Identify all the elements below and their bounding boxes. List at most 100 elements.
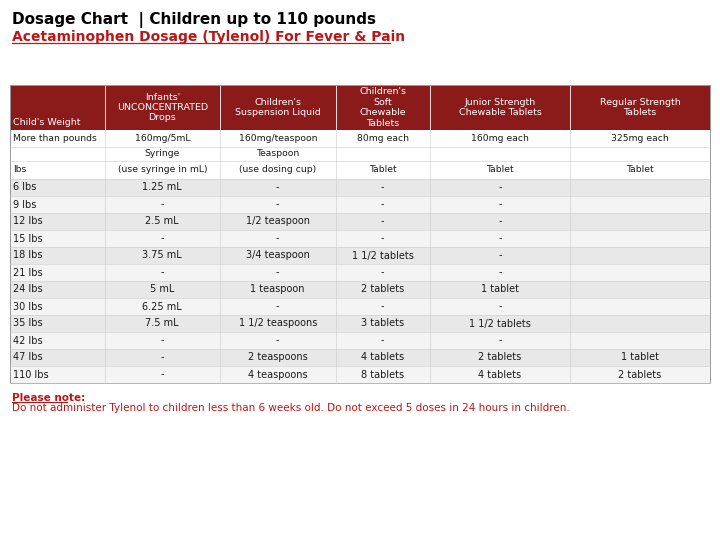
Text: -: - <box>381 199 384 210</box>
Text: 2 teaspoons: 2 teaspoons <box>248 353 307 362</box>
Text: -: - <box>161 267 164 278</box>
Text: -: - <box>381 233 384 244</box>
Bar <box>10 196 710 213</box>
Text: 5 mL: 5 mL <box>150 285 174 294</box>
Text: 110 lbs: 110 lbs <box>13 369 49 380</box>
Text: -: - <box>161 353 164 362</box>
Bar <box>10 161 710 179</box>
Text: 160mg/teaspoon: 160mg/teaspoon <box>238 134 317 143</box>
Text: 1 1/2 teaspoons: 1 1/2 teaspoons <box>238 319 317 328</box>
Text: -: - <box>381 183 384 192</box>
Bar <box>10 130 710 147</box>
Text: 3.75 mL: 3.75 mL <box>143 251 182 260</box>
Text: Junior Strength
Chewable Tablets: Junior Strength Chewable Tablets <box>459 98 541 117</box>
Text: 7.5 mL: 7.5 mL <box>145 319 179 328</box>
Text: 9 lbs: 9 lbs <box>13 199 37 210</box>
Text: 47 lbs: 47 lbs <box>13 353 42 362</box>
Text: -: - <box>381 217 384 226</box>
Bar <box>10 315 710 332</box>
Text: -: - <box>498 301 502 312</box>
Bar <box>10 247 710 264</box>
Text: 1 tablet: 1 tablet <box>481 285 519 294</box>
Text: 4 teaspoons: 4 teaspoons <box>248 369 307 380</box>
Text: 15 lbs: 15 lbs <box>13 233 42 244</box>
Text: 80mg each: 80mg each <box>356 134 409 143</box>
Text: -: - <box>276 267 279 278</box>
Bar <box>10 281 710 298</box>
Text: -: - <box>381 335 384 346</box>
Text: Dosage Chart  | Children up to 110 pounds: Dosage Chart | Children up to 110 pounds <box>12 12 376 28</box>
Text: -: - <box>498 233 502 244</box>
Text: -: - <box>161 199 164 210</box>
Text: 35 lbs: 35 lbs <box>13 319 42 328</box>
Text: 12 lbs: 12 lbs <box>13 217 42 226</box>
Text: 1 tablet: 1 tablet <box>621 353 659 362</box>
Text: 3 tablets: 3 tablets <box>361 319 405 328</box>
Text: 2 tablets: 2 tablets <box>361 285 405 294</box>
Bar <box>10 179 710 196</box>
Text: Infants'
UNCONCENTRATED
Drops: Infants' UNCONCENTRATED Drops <box>117 92 208 123</box>
Text: 2 tablets: 2 tablets <box>478 353 521 362</box>
Text: 6 lbs: 6 lbs <box>13 183 37 192</box>
Text: 1.25 mL: 1.25 mL <box>143 183 182 192</box>
Text: -: - <box>498 183 502 192</box>
Text: 24 lbs: 24 lbs <box>13 285 42 294</box>
Text: (use dosing cup): (use dosing cup) <box>239 165 316 174</box>
Text: 1 1/2 tablets: 1 1/2 tablets <box>352 251 414 260</box>
Text: Tablet: Tablet <box>369 165 397 174</box>
Bar <box>10 349 710 366</box>
Text: 2 tablets: 2 tablets <box>618 369 662 380</box>
Text: 42 lbs: 42 lbs <box>13 335 42 346</box>
Bar <box>10 332 710 349</box>
Text: Syringe: Syringe <box>145 150 180 159</box>
Text: 1 1/2 tablets: 1 1/2 tablets <box>469 319 531 328</box>
Text: 8 tablets: 8 tablets <box>361 369 405 380</box>
Text: (use syringe in mL): (use syringe in mL) <box>117 165 207 174</box>
Text: 18 lbs: 18 lbs <box>13 251 42 260</box>
Text: Acetaminophen Dosage (Tylenol) For Fever & Pain: Acetaminophen Dosage (Tylenol) For Fever… <box>12 30 405 44</box>
Bar <box>10 147 710 161</box>
Text: Tablet: Tablet <box>486 165 514 174</box>
Text: -: - <box>498 217 502 226</box>
Text: -: - <box>161 369 164 380</box>
Text: 1/2 teaspoon: 1/2 teaspoon <box>246 217 310 226</box>
Text: -: - <box>161 233 164 244</box>
Text: -: - <box>498 251 502 260</box>
Text: 30 lbs: 30 lbs <box>13 301 42 312</box>
Text: Children's
Soft
Chewable
Tablets: Children's Soft Chewable Tablets <box>359 87 406 127</box>
Text: 1 teaspoon: 1 teaspoon <box>251 285 305 294</box>
Bar <box>10 85 710 383</box>
Text: -: - <box>498 335 502 346</box>
Bar <box>10 230 710 247</box>
Text: 4 tablets: 4 tablets <box>361 353 405 362</box>
Text: Regular Strength
Tablets: Regular Strength Tablets <box>600 98 680 117</box>
Text: 21 lbs: 21 lbs <box>13 267 42 278</box>
Text: -: - <box>276 335 279 346</box>
Bar <box>10 366 710 383</box>
Bar <box>10 213 710 230</box>
Text: -: - <box>276 199 279 210</box>
Text: -: - <box>276 301 279 312</box>
Text: 6.25 mL: 6.25 mL <box>143 301 182 312</box>
Text: Child's Weight: Child's Weight <box>13 118 81 127</box>
Text: Teaspoon: Teaspoon <box>256 150 300 159</box>
Text: 325mg each: 325mg each <box>611 134 669 143</box>
Text: -: - <box>276 183 279 192</box>
Text: 2.5 mL: 2.5 mL <box>145 217 179 226</box>
Text: -: - <box>498 267 502 278</box>
Text: Do not administer Tylenol to children less than 6 weeks old. Do not exceed 5 dos: Do not administer Tylenol to children le… <box>12 403 570 413</box>
Text: -: - <box>161 335 164 346</box>
Text: Children's
Suspension Liquid: Children's Suspension Liquid <box>235 98 320 117</box>
Bar <box>10 298 710 315</box>
Text: -: - <box>381 267 384 278</box>
Text: Please note:: Please note: <box>12 393 85 403</box>
Text: 4 tablets: 4 tablets <box>478 369 521 380</box>
Text: lbs: lbs <box>13 165 27 174</box>
Text: -: - <box>381 301 384 312</box>
Text: Tablet: Tablet <box>626 165 654 174</box>
Text: More than pounds: More than pounds <box>13 134 97 143</box>
Text: -: - <box>276 233 279 244</box>
Text: -: - <box>498 199 502 210</box>
Bar <box>10 264 710 281</box>
Text: 160mg/5mL: 160mg/5mL <box>135 134 190 143</box>
